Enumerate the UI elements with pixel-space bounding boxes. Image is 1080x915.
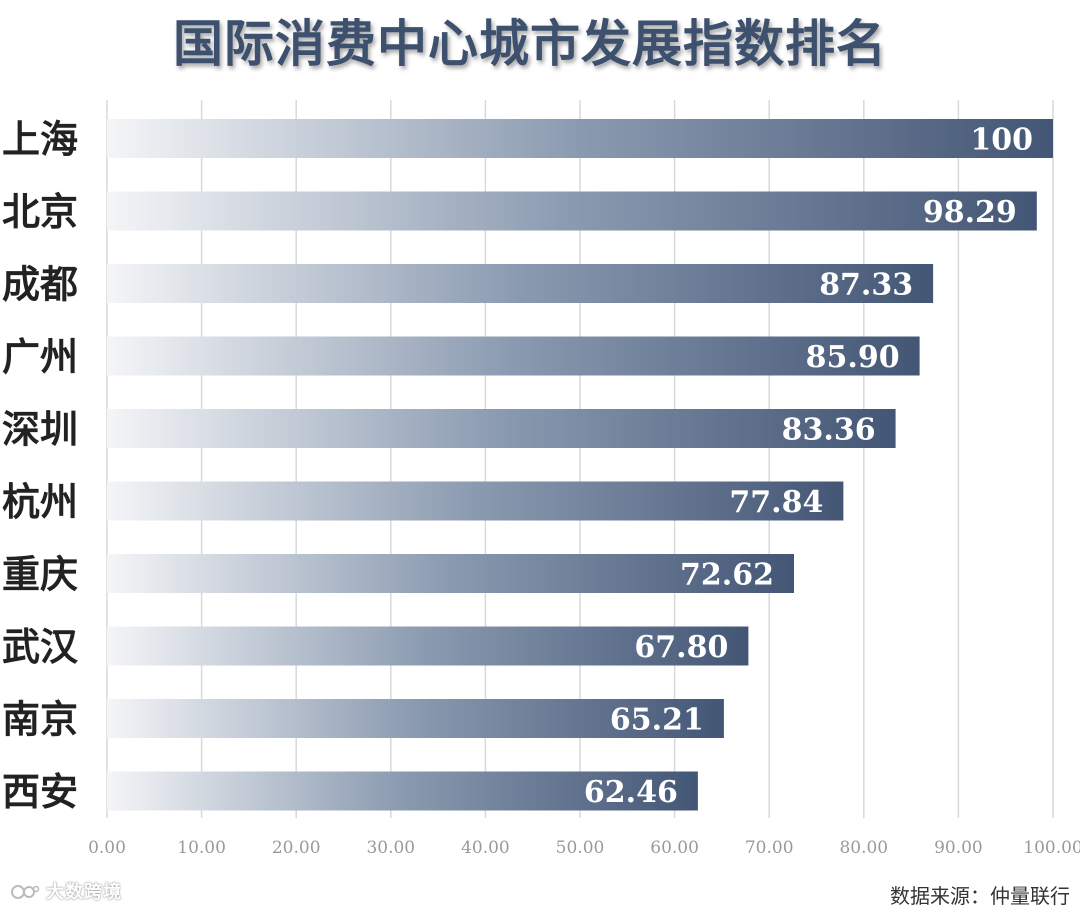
bar bbox=[107, 264, 934, 303]
category-label: 深圳 bbox=[2, 408, 78, 452]
x-tick-label: 80.00 bbox=[839, 838, 888, 858]
bar bbox=[107, 771, 698, 811]
x-tick-label: 100.00 bbox=[1023, 838, 1080, 858]
x-tick-label: 40.00 bbox=[461, 838, 510, 858]
value-label: 83.36 bbox=[782, 413, 876, 448]
x-tick-label: 90.00 bbox=[934, 838, 983, 858]
value-label: 87.33 bbox=[819, 268, 913, 303]
bar bbox=[107, 481, 844, 521]
bar bbox=[107, 409, 896, 448]
value-label: 72.62 bbox=[680, 558, 774, 593]
category-label: 南京 bbox=[2, 698, 78, 742]
value-label: 98.29 bbox=[923, 195, 1017, 230]
category-label: 上海 bbox=[2, 118, 78, 162]
labels: 0.00 10.00 20.00 30.00 40.00 50.00 60.00 70.00 8… bbox=[2, 118, 1080, 859]
value-label: 65.21 bbox=[610, 703, 704, 738]
watermark: 大数跨境 bbox=[10, 878, 122, 904]
x-tick-label: 10.00 bbox=[177, 838, 226, 858]
x-tick-label: 0.00 bbox=[88, 838, 126, 858]
value-label: 62.46 bbox=[584, 775, 678, 810]
x-tick-label: 20.00 bbox=[272, 838, 321, 858]
x-tick-label: 60.00 bbox=[650, 838, 699, 858]
category-label: 武汉 bbox=[2, 625, 79, 669]
source-note: 数据来源：仲量联行 bbox=[890, 884, 1070, 908]
bar bbox=[107, 554, 794, 593]
bar bbox=[107, 336, 920, 376]
category-label: 重庆 bbox=[2, 553, 78, 597]
value-label: 77.84 bbox=[729, 485, 823, 520]
logo-icon bbox=[11, 885, 40, 899]
x-tick-label: 30.00 bbox=[366, 838, 415, 858]
chart-title: 国际消费中心城市发展指数排名 bbox=[173, 15, 887, 73]
bar bbox=[107, 119, 1053, 158]
bars bbox=[107, 119, 1053, 811]
value-label: 85.90 bbox=[806, 340, 900, 375]
value-label: 100 bbox=[970, 123, 1033, 158]
x-tick-label: 70.00 bbox=[745, 838, 794, 858]
value-label: 67.80 bbox=[634, 630, 728, 665]
watermark-text: 大数跨境 bbox=[46, 882, 122, 903]
category-label: 西安 bbox=[2, 770, 78, 814]
x-tick-label: 50.00 bbox=[556, 838, 605, 858]
category-label: 广州 bbox=[2, 335, 78, 379]
category-label: 北京 bbox=[2, 190, 78, 234]
category-label: 杭州 bbox=[2, 480, 78, 524]
bar bbox=[107, 191, 1037, 231]
bar bbox=[107, 626, 749, 666]
category-label: 成都 bbox=[2, 263, 78, 307]
bar bbox=[107, 699, 724, 738]
